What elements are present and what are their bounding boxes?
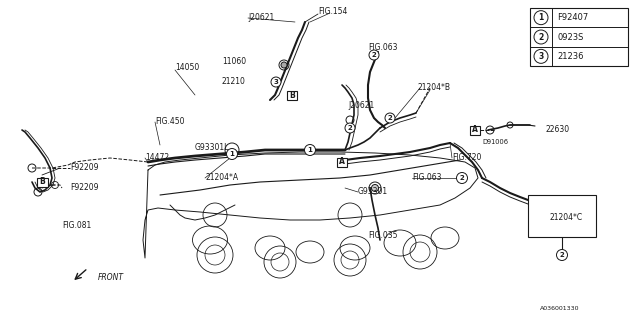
Text: F92407: F92407 [557, 13, 588, 22]
Circle shape [534, 11, 548, 25]
Text: FIG.081: FIG.081 [62, 220, 92, 229]
Text: 21204*A: 21204*A [205, 173, 238, 182]
Text: 1: 1 [230, 151, 234, 157]
Text: 2: 2 [348, 125, 353, 131]
Text: G93301: G93301 [358, 188, 388, 196]
Text: 2: 2 [388, 115, 392, 121]
FancyBboxPatch shape [530, 8, 628, 66]
Text: 2: 2 [538, 33, 543, 42]
Circle shape [456, 172, 467, 183]
Text: 2: 2 [372, 52, 376, 58]
Text: A: A [339, 157, 345, 166]
Text: B: B [289, 91, 295, 100]
Circle shape [271, 77, 281, 87]
Text: F92209: F92209 [70, 164, 99, 172]
Text: 21204*C: 21204*C [550, 213, 583, 222]
FancyBboxPatch shape [470, 125, 480, 134]
Text: 2: 2 [559, 252, 564, 258]
Text: FIG.720: FIG.720 [452, 154, 481, 163]
Circle shape [369, 50, 379, 60]
Text: G93301L: G93301L [195, 143, 229, 153]
Circle shape [305, 145, 316, 156]
Circle shape [385, 113, 395, 123]
Text: 11060: 11060 [222, 58, 246, 67]
FancyBboxPatch shape [528, 195, 596, 237]
Text: J20621: J20621 [248, 13, 275, 22]
Text: 22630: 22630 [545, 125, 569, 134]
Text: 21204*B: 21204*B [418, 84, 451, 92]
Text: 14050: 14050 [175, 63, 199, 73]
FancyBboxPatch shape [287, 91, 297, 100]
Circle shape [534, 30, 548, 44]
Text: D91006: D91006 [482, 139, 508, 145]
Text: FIG.063: FIG.063 [368, 44, 397, 52]
FancyBboxPatch shape [337, 157, 347, 166]
Text: FIG.035: FIG.035 [368, 230, 397, 239]
Text: B: B [39, 178, 45, 187]
Circle shape [557, 250, 568, 260]
Text: 14472: 14472 [145, 154, 169, 163]
Text: A036001330: A036001330 [540, 306, 579, 310]
Text: FIG.450: FIG.450 [155, 117, 184, 126]
Text: 0923S: 0923S [557, 33, 584, 42]
Text: FRONT: FRONT [98, 274, 124, 283]
Circle shape [345, 123, 355, 133]
Text: 1: 1 [538, 13, 543, 22]
Text: 21210: 21210 [222, 77, 246, 86]
Circle shape [227, 148, 237, 159]
Circle shape [371, 185, 378, 191]
Text: 3: 3 [538, 52, 543, 61]
Text: 3: 3 [273, 79, 278, 85]
Text: J20621: J20621 [348, 100, 374, 109]
Text: 2: 2 [460, 175, 465, 181]
Text: A: A [472, 125, 478, 134]
Text: 1: 1 [308, 147, 312, 153]
Circle shape [534, 49, 548, 63]
Circle shape [281, 62, 287, 68]
Text: FIG.063: FIG.063 [412, 173, 442, 182]
Text: 21236: 21236 [557, 52, 584, 61]
Text: FIG.154: FIG.154 [318, 7, 348, 17]
FancyBboxPatch shape [36, 178, 47, 187]
Text: F92209: F92209 [70, 183, 99, 193]
